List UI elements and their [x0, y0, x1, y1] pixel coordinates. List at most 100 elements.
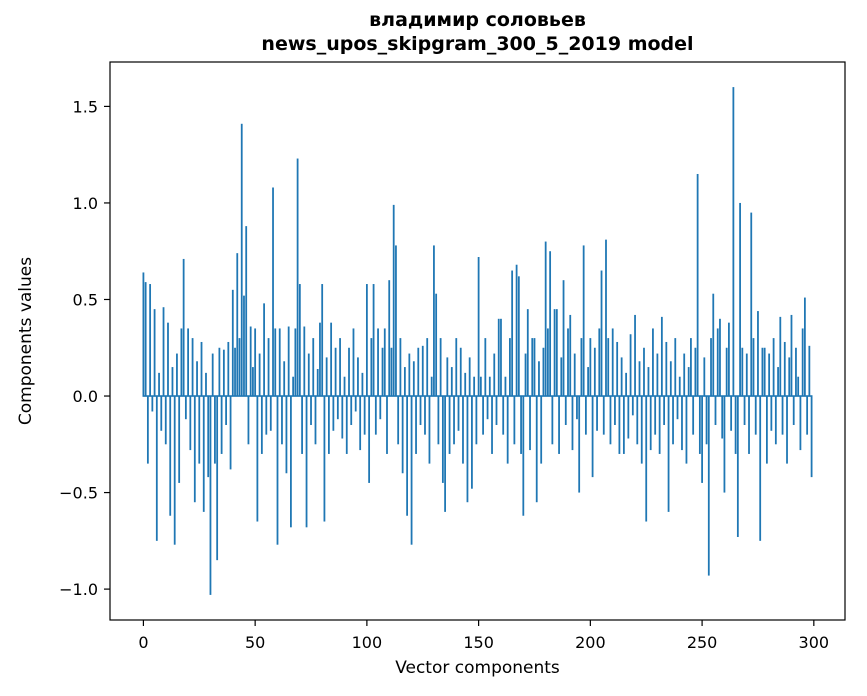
bar: [549, 251, 552, 397]
bar: [714, 396, 717, 425]
bar: [256, 396, 259, 522]
bar: [401, 396, 404, 474]
bar: [750, 212, 753, 397]
bar: [587, 367, 590, 397]
bar: [676, 396, 679, 420]
bar: [477, 257, 480, 397]
bar: [464, 372, 467, 397]
bar: [757, 311, 759, 397]
bar: [555, 309, 558, 397]
bar: [182, 258, 185, 397]
bar: [721, 396, 724, 439]
bar: [728, 322, 730, 397]
bar: [198, 396, 201, 464]
bar: [589, 338, 592, 397]
bar: [799, 396, 802, 451]
bar: [553, 309, 556, 397]
bar: [712, 293, 715, 397]
bar: [238, 338, 241, 397]
bar: [687, 367, 690, 397]
bar: [772, 338, 775, 397]
bar: [502, 396, 505, 435]
bar: [576, 396, 578, 420]
bar: [792, 396, 795, 425]
bar: [786, 396, 788, 464]
bar: [439, 338, 442, 397]
bar: [247, 396, 250, 445]
bar: [319, 322, 321, 397]
bar: [191, 338, 194, 397]
bar: [410, 396, 413, 545]
bar: [254, 328, 257, 397]
bar: [363, 396, 366, 435]
bar: [283, 361, 286, 397]
bar: [341, 396, 344, 439]
bar: [444, 396, 446, 512]
bar: [276, 396, 279, 545]
bar: [468, 357, 471, 397]
bar: [205, 372, 207, 397]
bar: [200, 341, 203, 397]
bar: [542, 347, 545, 397]
bar: [392, 204, 395, 397]
bar: [281, 396, 283, 445]
bar: [547, 328, 549, 397]
bar: [328, 396, 330, 454]
bar: [788, 357, 791, 397]
bar: [596, 396, 598, 431]
bar: [258, 353, 261, 397]
bar: [625, 372, 628, 397]
x-tick-label: 50: [245, 633, 265, 652]
bar: [763, 347, 766, 397]
bar: [399, 338, 402, 397]
bar: [493, 353, 496, 397]
bar: [698, 396, 701, 454]
bar: [766, 396, 768, 464]
bar: [336, 396, 339, 420]
bar: [211, 353, 214, 397]
bar: [678, 376, 681, 397]
bar: [779, 316, 782, 397]
bar: [301, 396, 303, 454]
axes-spines: [109, 61, 846, 621]
bar: [524, 353, 527, 397]
bar: [343, 376, 346, 397]
bar: [517, 276, 520, 397]
bar: [448, 396, 451, 454]
bar: [734, 396, 737, 454]
bar: [372, 284, 375, 397]
bar: [240, 123, 243, 397]
bar: [160, 396, 163, 431]
bar: [703, 357, 706, 397]
bar: [229, 396, 232, 470]
chart-title: владимир соловьев news_upos_skipgram_300…: [110, 8, 845, 56]
bar: [173, 396, 176, 545]
bar: [218, 347, 221, 397]
bar: [169, 396, 172, 516]
bar: [267, 338, 270, 397]
bar: [578, 396, 581, 493]
bar: [196, 361, 198, 397]
bar: [459, 347, 462, 397]
bar: [660, 316, 663, 397]
y-tick-label: 0.0: [73, 387, 98, 406]
bar: [162, 307, 165, 397]
bar: [430, 376, 433, 397]
bar: [674, 338, 677, 397]
bar: [526, 309, 529, 397]
bar: [305, 396, 308, 528]
bar: [486, 396, 489, 420]
bar: [573, 353, 576, 397]
bar: [187, 328, 189, 397]
bar: [225, 396, 227, 425]
bar: [643, 347, 645, 397]
bar: [658, 396, 661, 454]
bar: [522, 396, 525, 516]
bar: [647, 367, 650, 397]
bar: [611, 328, 614, 397]
bar: [562, 280, 565, 397]
bar: [455, 338, 458, 397]
bar: [591, 396, 594, 478]
bar: [488, 376, 491, 397]
